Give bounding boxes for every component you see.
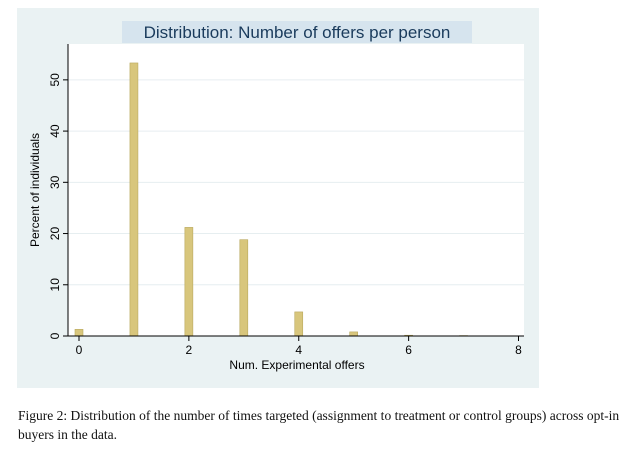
chart-title-box <box>122 21 472 43</box>
y-tick-label: 20 <box>48 227 62 241</box>
x-tick-label: 0 <box>76 343 83 357</box>
x-tick-label: 2 <box>186 343 193 357</box>
y-ticks: 0 10 20 30 40 50 <box>48 73 68 339</box>
bar-5 <box>349 331 358 337</box>
x-tick-label: 8 <box>515 343 522 357</box>
figure-caption: Figure 2: Distribution of the number of … <box>18 408 620 442</box>
bar-3 <box>239 239 249 337</box>
y-tick-label: 10 <box>48 278 62 292</box>
y-tick-label: 30 <box>48 175 62 189</box>
figure-panel: Distribution: Number of offers per perso… <box>17 8 539 388</box>
chart-title: Distribution: Number of offers per perso… <box>144 23 451 42</box>
plot-area <box>68 44 524 336</box>
x-ticks: 0 2 4 6 8 <box>76 336 522 357</box>
x-tick-label: 6 <box>405 343 412 357</box>
y-axis-label: Percent of individuals <box>28 133 42 247</box>
y-tick-label: 0 <box>48 332 62 339</box>
y-tick-label: 50 <box>48 73 62 87</box>
bar-2 <box>184 227 194 337</box>
bar-1 <box>129 62 139 337</box>
bar-4 <box>294 311 304 337</box>
chart: Distribution: Number of offers per perso… <box>28 21 524 372</box>
y-tick-label: 40 <box>48 124 62 138</box>
bar-0 <box>74 329 84 337</box>
x-tick-label: 4 <box>295 343 302 357</box>
gridlines <box>68 79 524 286</box>
x-axis-label: Num. Experimental offers <box>229 358 364 372</box>
